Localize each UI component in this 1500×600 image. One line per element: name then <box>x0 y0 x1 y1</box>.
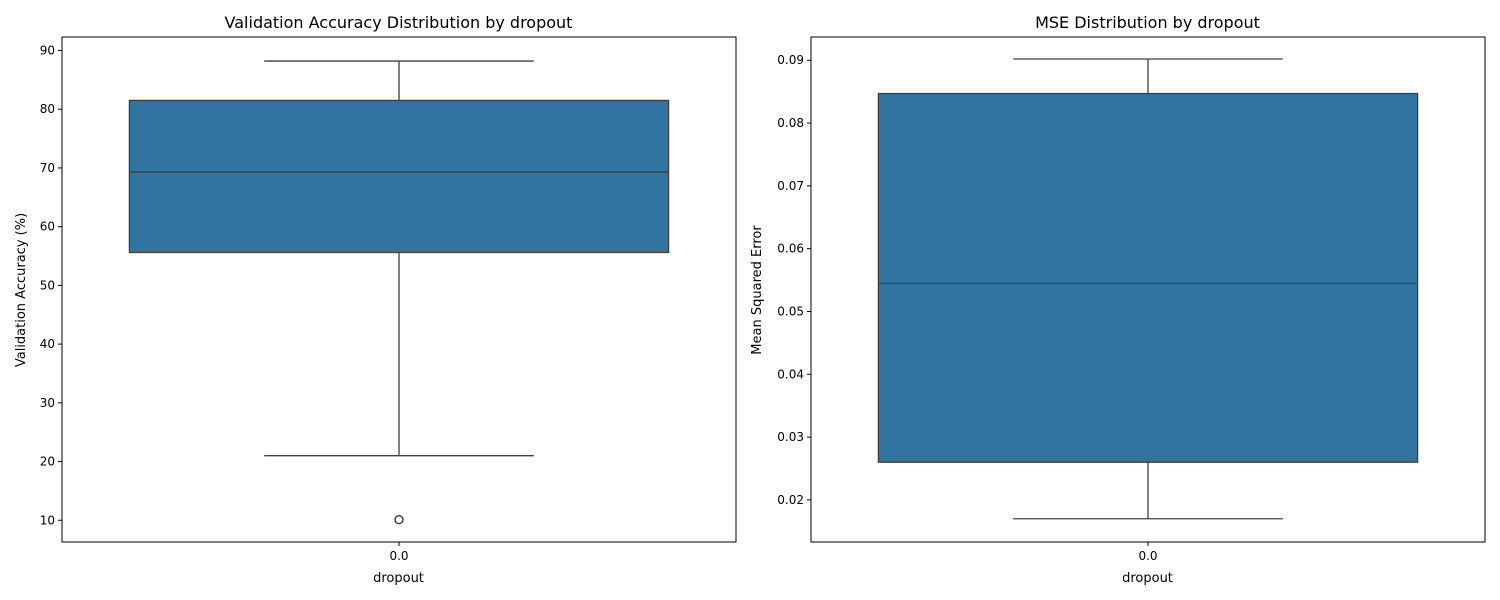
chart-title: MSE Distribution by dropout <box>1035 13 1260 32</box>
y-tick-label: 50 <box>40 278 55 292</box>
y-axis-label: Validation Accuracy (%) <box>14 213 29 367</box>
y-tick-label: 0.04 <box>777 367 804 381</box>
box-0 <box>128 60 670 525</box>
y-tick-label: 30 <box>40 396 55 410</box>
y-tick-label: 60 <box>40 220 55 234</box>
y-tick-label: 80 <box>40 102 55 116</box>
accuracy-boxplot-panel: Validation Accuracy Distribution by drop… <box>14 13 737 586</box>
y-tick-label: 40 <box>40 337 55 351</box>
outlier-point <box>394 514 404 525</box>
y-tick-label: 0.08 <box>777 116 804 130</box>
y-tick-label: 20 <box>40 455 55 469</box>
iqr-box <box>128 99 670 254</box>
x-axis-label: dropout <box>373 571 424 586</box>
x-tick-label: 0.0 <box>1138 549 1157 563</box>
y-axis-label: Mean Squared Error <box>750 225 765 355</box>
y-tick-label: 10 <box>40 513 55 527</box>
iqr-box <box>877 92 1419 463</box>
x-tick-label: 0.0 <box>389 549 408 563</box>
x-axis-label: dropout <box>1122 571 1173 586</box>
y-tick-label: 0.05 <box>777 304 804 318</box>
mse-boxplot-panel: MSE Distribution by dropout dropout Mean… <box>750 13 1486 586</box>
y-tick-label: 0.02 <box>777 493 804 507</box>
y-tick-label: 0.03 <box>777 430 804 444</box>
y-tick-label: 70 <box>40 161 55 175</box>
y-tick-label: 0.06 <box>777 242 804 256</box>
y-tick-label: 0.07 <box>777 179 804 193</box>
box-0 <box>877 58 1419 520</box>
chart-title: Validation Accuracy Distribution by drop… <box>225 13 573 32</box>
y-tick-label: 0.09 <box>777 53 804 67</box>
y-tick-label: 90 <box>40 44 55 58</box>
